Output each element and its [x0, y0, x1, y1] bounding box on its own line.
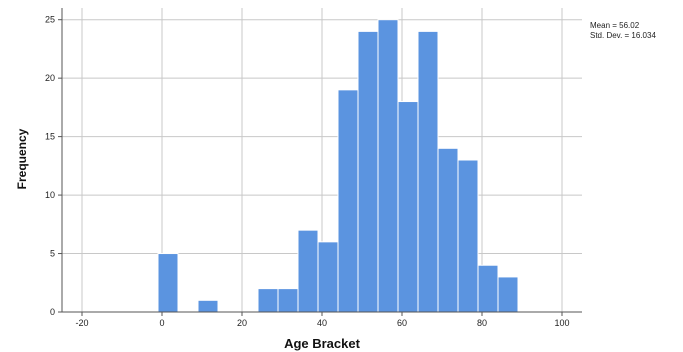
histogram-bar: [377, 19, 399, 313]
grid-lines: [62, 8, 582, 313]
histogram-bar: [497, 276, 519, 313]
histogram-bar: [337, 89, 359, 313]
x-tick-label: 0: [159, 318, 164, 328]
histogram-bar: [257, 288, 279, 313]
histogram-bars: [157, 19, 519, 313]
histogram-bar: [317, 241, 339, 313]
x-tick-label: 100: [554, 318, 569, 328]
histogram-bar: [297, 229, 319, 313]
histogram-bar: [437, 147, 459, 313]
x-axis-title: Age Bracket: [284, 336, 361, 351]
histogram-bar: [197, 299, 219, 313]
histogram-bar: [357, 30, 379, 313]
mean-label: Mean = 56.02: [590, 21, 640, 30]
histogram-bar: [277, 288, 299, 313]
y-tick-label: 0: [50, 307, 55, 317]
std-dev-label: Std. Dev. = 16.034: [590, 31, 656, 40]
tick-labels: 0 5 10 15 20 25 -20 0 20 40 60 80 100: [45, 15, 570, 328]
y-tick-label: 20: [45, 73, 55, 83]
x-tick-label: 60: [397, 318, 407, 328]
histogram-bar: [397, 101, 419, 313]
x-tick-label: 20: [237, 318, 247, 328]
histogram-bar: [157, 253, 179, 313]
histogram-bar: [457, 159, 479, 313]
y-tick-label: 15: [45, 132, 55, 142]
histogram-bar: [417, 30, 439, 313]
y-axis-title: Frequency: [15, 128, 29, 189]
y-tick-label: 10: [45, 190, 55, 200]
x-tick-label: 80: [477, 318, 487, 328]
y-tick-label: 25: [45, 15, 55, 25]
axes: [58, 8, 582, 316]
x-tick-label: -20: [75, 318, 88, 328]
x-tick-label: 40: [317, 318, 327, 328]
y-tick-label: 5: [50, 249, 55, 259]
histogram-bar: [477, 264, 499, 313]
